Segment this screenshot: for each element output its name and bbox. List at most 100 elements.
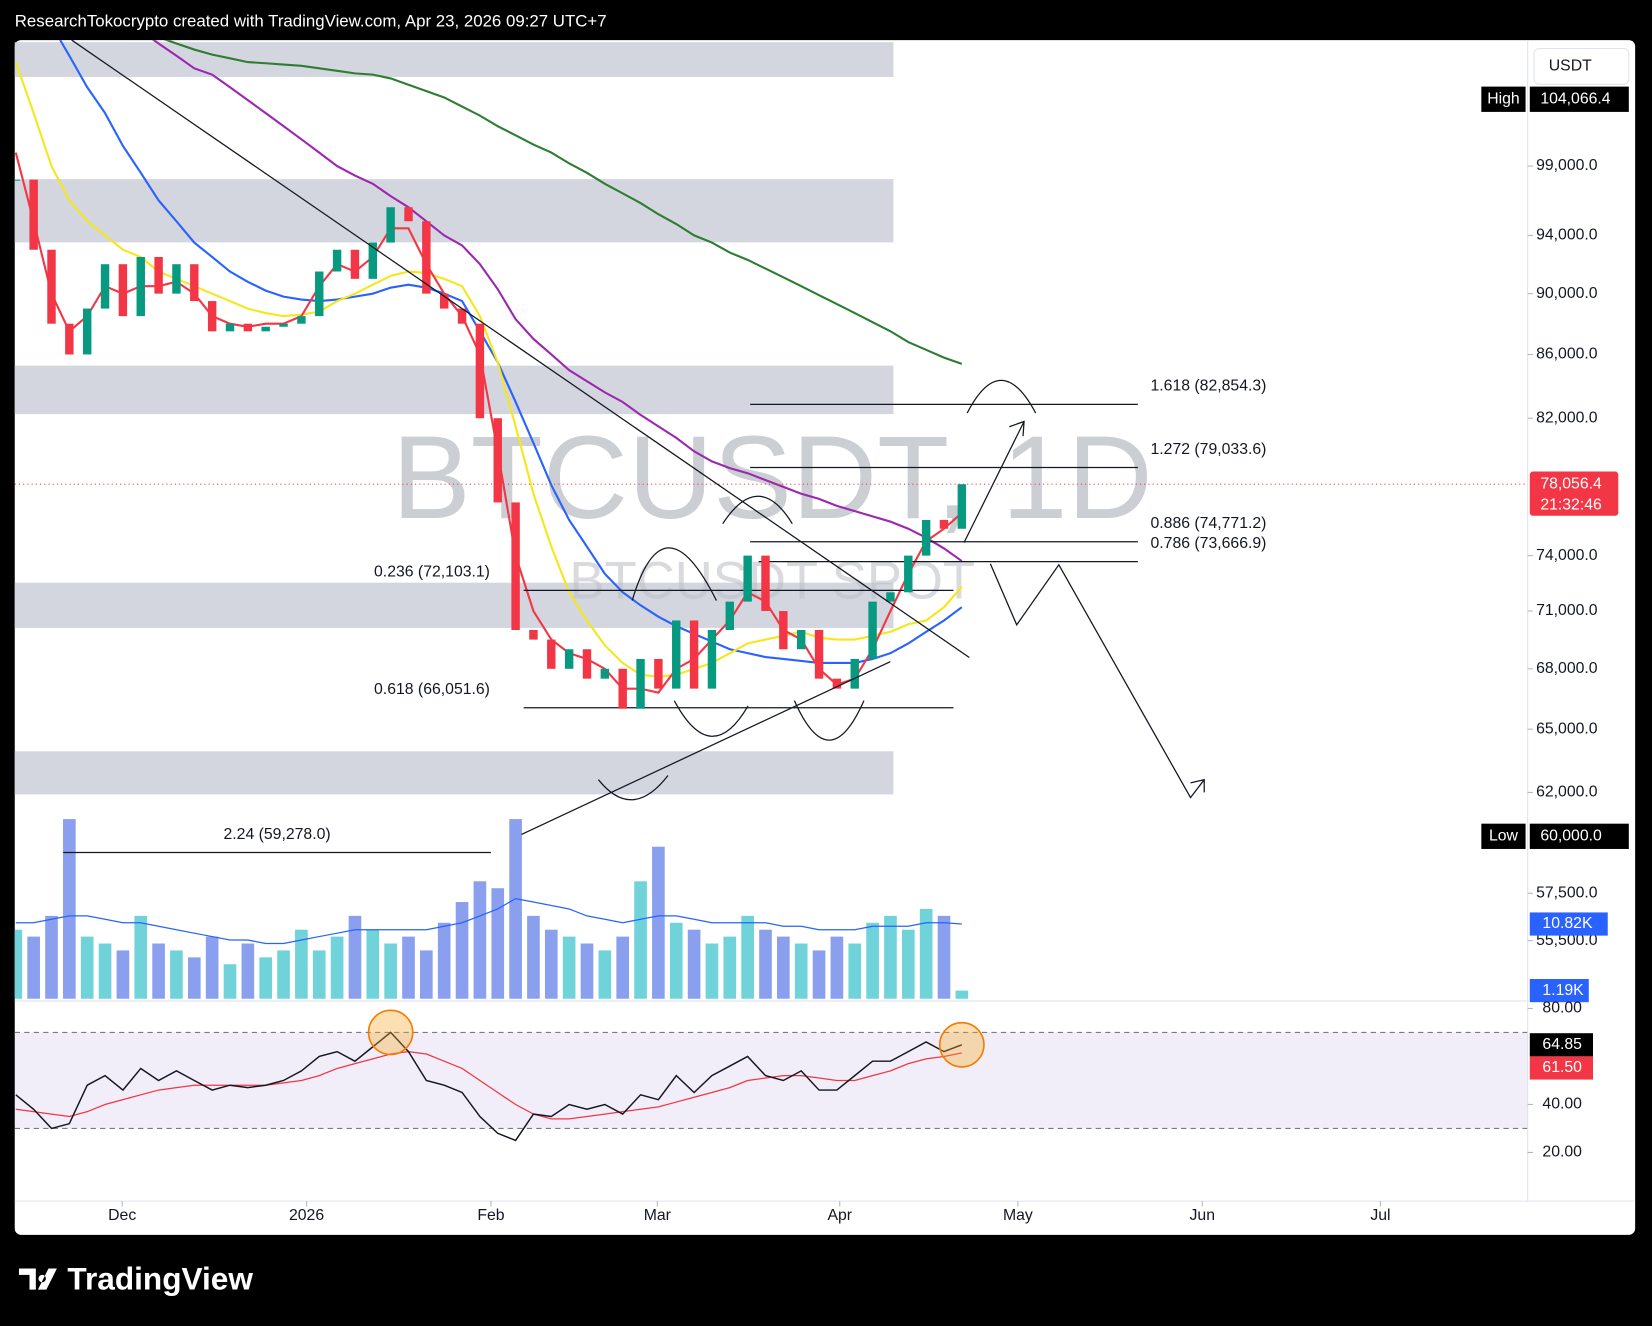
volume-bar	[669, 922, 683, 999]
candle-body	[422, 221, 431, 294]
y-tick-label: 71,000.0	[1536, 602, 1598, 619]
y-tick-label: 68,000.0	[1536, 660, 1598, 677]
volume-label-box	[1529, 979, 1589, 1003]
volume-bar	[134, 915, 148, 999]
fib-label: 0.886 (74,771.2)	[1151, 515, 1267, 532]
volume-label: 1.19K	[1542, 982, 1584, 999]
arrow	[989, 563, 1205, 799]
volume-bar	[777, 936, 790, 999]
x-tick-label: May	[1003, 1207, 1033, 1224]
candle-body	[29, 179, 38, 250]
sub-watermark: BTCUSDT SPOT	[569, 552, 975, 611]
volume-bar	[812, 950, 826, 999]
rsi-label-box	[1529, 1033, 1593, 1057]
highlight-circle	[367, 1009, 414, 1056]
volume-bar	[562, 936, 576, 999]
candle-body	[600, 668, 610, 679]
candle-body	[814, 629, 824, 679]
x-tick-label: Jul	[1370, 1207, 1390, 1224]
candle-body	[904, 555, 913, 593]
brand-name: TradingView	[67, 1261, 253, 1297]
candle-body	[529, 629, 538, 640]
currency-box[interactable]	[1533, 47, 1630, 85]
zone	[14, 42, 894, 77]
last-price-label: 78,056.4	[1540, 475, 1602, 492]
countdown: 21:32:46	[1540, 496, 1602, 513]
candle-body	[261, 326, 270, 332]
moving-average	[151, 40, 963, 562]
y-tick-label: 90,000.0	[1536, 285, 1598, 302]
volume-ma	[15, 897, 962, 945]
candle-body	[761, 555, 770, 612]
candle-body	[582, 649, 592, 679]
volume-bar	[955, 990, 969, 999]
zone	[14, 179, 894, 243]
candle-body	[939, 519, 949, 529]
currency[interactable]: USDT	[1549, 58, 1592, 75]
volume-bar	[277, 950, 290, 999]
volume-bar	[455, 902, 469, 999]
y-tick-label: 86,000.0	[1536, 346, 1598, 363]
volume-label-box	[1529, 912, 1608, 936]
arc	[673, 700, 749, 737]
fib-label: 2.24 (59,278.0)	[224, 826, 331, 843]
volume-bar	[634, 881, 647, 999]
candle-body	[332, 249, 342, 272]
fib-label: 0.786 (73,666.9)	[1151, 535, 1267, 552]
volume-bar	[187, 957, 201, 999]
candle-body	[707, 629, 717, 689]
y-tick-label: 57,500.0	[1536, 884, 1598, 901]
high-name: High	[1487, 90, 1520, 107]
volume-bar	[348, 915, 362, 999]
y-tick-label: 55,500.0	[1536, 932, 1598, 949]
volume-label: 10.82K	[1542, 915, 1593, 932]
candle-body	[65, 323, 74, 355]
high-value-box	[1529, 86, 1629, 112]
fib-label: 1.618 (82,854.3)	[1151, 378, 1267, 395]
last-price-box	[1529, 471, 1619, 516]
candle-body	[47, 249, 56, 324]
candle-body	[796, 629, 806, 650]
drawings	[71, 39, 1205, 836]
volume-bar	[223, 964, 237, 999]
rsi-band	[14, 1032, 1528, 1129]
candle-body	[243, 323, 253, 332]
x-tick-label: Mar	[644, 1207, 671, 1224]
volume-bar	[598, 950, 612, 999]
volume-bar	[312, 950, 326, 999]
rsi-pane	[14, 1031, 1528, 1129]
x-tick-label: Feb	[477, 1207, 504, 1224]
volume-bar	[63, 819, 76, 999]
candle-body	[207, 301, 217, 332]
volume-bar	[794, 943, 808, 999]
candle-body	[386, 207, 395, 243]
candle-body	[368, 242, 378, 279]
volume-bar	[170, 950, 183, 999]
candle-body	[475, 323, 485, 419]
volume-bar	[116, 950, 130, 999]
volume-bar	[384, 943, 397, 999]
volume-bar	[723, 936, 737, 999]
candle-body	[547, 639, 556, 669]
candle-body	[957, 484, 967, 529]
volume-pane	[14, 819, 969, 999]
rsi-label: 64.85	[1542, 1036, 1582, 1053]
axes: USDT 99,000.0 94,000.0 90,000.0 86,000.0 82,…	[14, 40, 1636, 1224]
fib-label: 1.272 (79,033.6)	[1151, 441, 1267, 458]
x-tick-label: 2026	[289, 1207, 324, 1224]
volume-bar	[741, 915, 754, 999]
candle-body	[315, 271, 324, 317]
y-tick-label: 62,000.0	[1536, 784, 1598, 801]
volume-bar	[45, 915, 58, 999]
arc	[722, 495, 793, 525]
volume-bar	[420, 950, 433, 999]
y-tick-label: 94,000.0	[1536, 227, 1598, 244]
volume-bar	[919, 908, 933, 999]
candle-body	[225, 323, 235, 332]
fib-label: 0.236 (72,103.1)	[374, 564, 490, 581]
volume-bar	[259, 957, 273, 999]
fib-label: 0.618 (66,051.6)	[374, 681, 490, 698]
volume-bar	[491, 888, 505, 999]
